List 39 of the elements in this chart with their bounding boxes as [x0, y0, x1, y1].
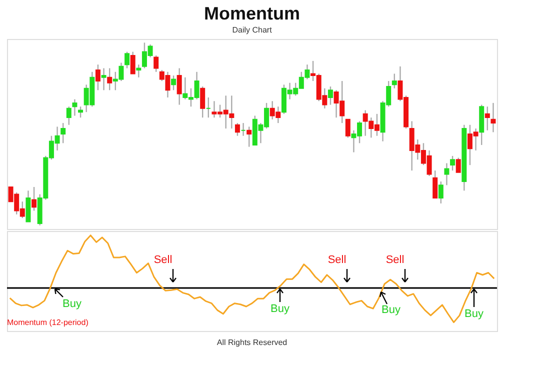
candlestick: [450, 155, 456, 172]
candlestick: [136, 64, 142, 78]
candlestick: [444, 162, 450, 186]
text: All Rights Reserved: [216, 338, 288, 347]
annotation: Sell: [328, 254, 346, 266]
candlestick: [124, 51, 130, 69]
candlestick: [66, 106, 72, 126]
candlestick: [456, 157, 461, 173]
candlestick: [32, 186, 37, 212]
chart-subtitle: Daily Chart: [232, 26, 273, 34]
candlestick: [154, 54, 159, 72]
candlestick: [345, 118, 350, 138]
annotation: Sell: [386, 254, 404, 266]
candlestick: [432, 170, 438, 199]
candlestick: [101, 68, 106, 91]
candlestick: [200, 86, 206, 118]
annotation: Momentum (12-period): [7, 318, 89, 327]
candlestick: [95, 64, 100, 91]
candlestick: [171, 74, 176, 91]
candlestick: [246, 126, 252, 148]
annotation: Buy: [464, 308, 484, 320]
candlestick: [490, 102, 496, 133]
candlestick: [78, 106, 84, 118]
candlestick: [176, 68, 182, 106]
candlestick: [392, 73, 397, 89]
annotation: Sell: [154, 254, 172, 266]
candlestick: [484, 106, 490, 131]
candlestick: [60, 122, 66, 144]
candlestick: [438, 180, 444, 204]
candlestick: [72, 98, 78, 116]
candlestick: [234, 122, 240, 136]
candlestick: [107, 68, 112, 91]
chart-title: Momentum: [204, 4, 300, 24]
candlestick: [130, 51, 136, 74]
candlestick: [26, 190, 31, 222]
candlestick: [328, 86, 333, 106]
annotation: Buy: [382, 304, 401, 316]
annotation: Buy: [270, 303, 290, 315]
annotation: Buy: [62, 298, 82, 310]
